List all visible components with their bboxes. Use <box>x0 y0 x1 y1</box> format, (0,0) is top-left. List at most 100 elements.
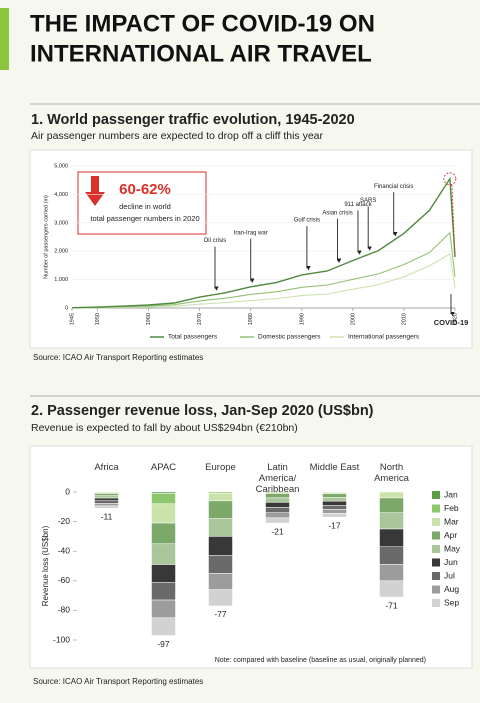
y-axis-label: Revenue loss (US$bn) <box>41 525 50 606</box>
bar-segment <box>208 500 233 519</box>
total-label: -11 <box>101 512 113 522</box>
bar-segment <box>151 503 176 524</box>
bar-segment <box>208 555 233 574</box>
bar-segment <box>322 513 347 518</box>
category-label: Middle East <box>309 462 360 473</box>
legend-swatch <box>432 558 440 567</box>
x-tick-label: 2020 <box>452 313 458 325</box>
annotation-label: Asian crisis <box>322 210 352 216</box>
x-tick-label: 1980 <box>248 313 254 325</box>
category-label: APAC <box>150 462 177 473</box>
bar-segment <box>94 500 119 504</box>
chart-title: 1. World passenger traffic evolution, 19… <box>31 112 355 128</box>
legend-swatch <box>432 599 440 607</box>
callout-text: total passenger numbers in 2020 <box>90 214 199 223</box>
x-tick-label: 2010 <box>401 313 407 325</box>
total-label: -97 <box>157 639 170 649</box>
peak-highlight <box>443 172 457 186</box>
callout-text: decline in world <box>119 202 171 211</box>
y-tick-label: 1,000 <box>54 277 68 283</box>
y-axis-label: Number of passengers carried (m) <box>43 195 49 279</box>
bar-segment <box>208 589 233 607</box>
bar-segment <box>151 617 176 636</box>
bar-segment <box>322 505 347 510</box>
legend-label: Domestic passengers <box>258 334 321 341</box>
legend-label: Jun <box>444 557 458 567</box>
y-tick-label: -20 <box>58 516 71 526</box>
legend-swatch <box>432 545 440 553</box>
note: Note: compared with baseline (baseline a… <box>215 657 426 664</box>
series-line <box>71 231 456 309</box>
bar-segment <box>94 497 119 501</box>
bar-segment <box>379 564 404 582</box>
bar-segment <box>151 564 176 583</box>
legend-label: Jul <box>444 570 455 580</box>
y-tick-label: 3,000 <box>54 220 68 226</box>
bar-segment <box>265 502 290 508</box>
bar-segment <box>322 493 347 498</box>
legend-label: Apr <box>444 530 457 540</box>
x-tick-label: 1950 <box>95 313 101 325</box>
bar-segment <box>379 491 404 499</box>
annotation-label: Gulf crisis <box>294 218 320 224</box>
end-label: COVID-19 <box>434 318 469 327</box>
bar-segment <box>379 497 404 513</box>
y-tick-label: -60 <box>58 575 71 585</box>
legend-label: May <box>444 543 461 553</box>
legend-label: Mar <box>444 516 459 526</box>
page-title: THE IMPACT OF COVID-19 ON <box>30 10 375 37</box>
legend-swatch <box>432 531 440 540</box>
bar-segment <box>322 497 347 502</box>
bar-segment <box>151 522 176 545</box>
bar-segment <box>208 493 233 502</box>
callout-box <box>77 171 207 235</box>
y-tick-label: 4,000 <box>54 192 68 198</box>
x-tick-label: 2000 <box>350 313 356 325</box>
legend-swatch <box>432 518 440 526</box>
x-tick-label: 1960 <box>146 313 152 325</box>
legend-label: Jan <box>444 489 458 499</box>
bar-segment <box>379 580 404 598</box>
total-label: -17 <box>328 520 341 530</box>
y-tick-label: 0 <box>65 486 70 496</box>
callout-arrow <box>85 176 105 206</box>
drop-highlight <box>451 184 456 257</box>
legend-swatch <box>432 585 440 594</box>
category-label: Europe <box>205 462 236 473</box>
annotation-label: Financial crisis <box>374 184 413 190</box>
source: Source: ICAO Air Transport Reporting est… <box>33 677 203 686</box>
legend-swatch <box>432 504 440 513</box>
bar-segment <box>265 507 290 513</box>
callout-value: 60-62% <box>119 181 171 198</box>
y-tick-label: 5,000 <box>54 163 68 169</box>
bar-segment <box>265 497 290 503</box>
series-line <box>71 176 456 309</box>
bar-segment <box>151 543 176 565</box>
total-label: -71 <box>385 600 398 610</box>
page-title: INTERNATIONAL AIR TRAVEL <box>30 40 372 67</box>
x-tick-label: 1945 <box>69 313 75 325</box>
bar-segment <box>322 509 347 514</box>
category-label: Latin America/ Caribbean <box>255 462 300 495</box>
total-label: -21 <box>271 526 284 536</box>
bar-segment <box>151 493 176 505</box>
legend-label: Aug <box>444 584 459 594</box>
bar-segment <box>94 505 119 509</box>
bar-segment <box>379 546 404 565</box>
bar-segment <box>94 495 119 499</box>
bar-segment <box>322 500 347 506</box>
source: Source: ICAO Air Transport Reporting est… <box>33 353 203 362</box>
annotation-label: 911 attack <box>344 202 372 208</box>
series-line <box>71 253 456 309</box>
legend-label: International passengers <box>348 334 420 341</box>
annotation-label: Oil crisis <box>204 238 227 244</box>
chart-subtitle: Air passenger numbers are expected to dr… <box>31 130 324 142</box>
bar-segment <box>94 493 119 496</box>
y-tick-label: 2,000 <box>54 249 68 255</box>
bar-segment <box>379 528 404 548</box>
legend-label: Feb <box>444 503 459 513</box>
bar-segment <box>208 536 233 556</box>
x-tick-label: 1970 <box>197 313 203 325</box>
